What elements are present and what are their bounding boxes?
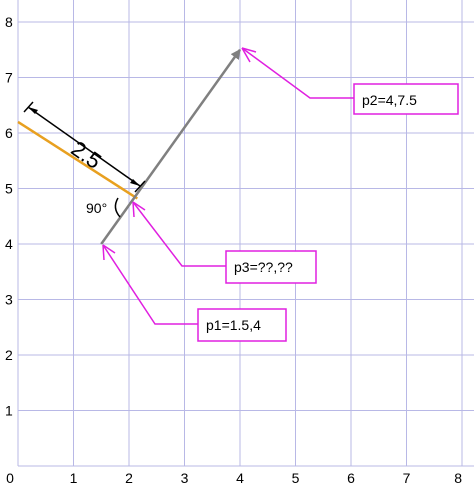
callout-p2-leader xyxy=(241,47,354,99)
vector-p1-p2 xyxy=(100,48,242,245)
y-tick-label: 7 xyxy=(5,70,13,86)
x-tick-label: 3 xyxy=(181,470,189,486)
callout-p3-text: p3=??,?? xyxy=(234,259,293,275)
dimension-line xyxy=(27,106,141,187)
y-tick-label: 4 xyxy=(5,236,13,252)
x-tick-label: 7 xyxy=(403,470,411,486)
callout-p2-arrowhead xyxy=(241,47,257,63)
y-tick-label: 6 xyxy=(5,125,13,141)
callout-p1-text: p1=1.5,4 xyxy=(206,317,261,333)
y-tick-label: 8 xyxy=(5,14,13,30)
distance-label: 2.5 xyxy=(67,136,106,174)
angle-label: 90° xyxy=(86,200,107,216)
right-angle-arc xyxy=(114,197,121,218)
tick-labels: 0 1 2 3 4 5 6 7 8 1 2 3 4 5 6 7 8 xyxy=(5,14,462,486)
y-tick-label: 3 xyxy=(5,292,13,308)
x-tick-label: 1 xyxy=(70,470,78,486)
x-tick-label: 6 xyxy=(347,470,355,486)
dimension-end-right xyxy=(134,180,146,193)
x-tick-label: 5 xyxy=(292,470,300,486)
x-tick-label: 0 xyxy=(6,470,14,486)
callout-p2: p2=4,7.5 xyxy=(241,47,459,115)
orange-segment xyxy=(17,120,139,200)
callout-p3: p3=??,?? xyxy=(132,201,317,284)
callout-p2-text: p2=4,7.5 xyxy=(362,92,417,108)
callout-p1-box xyxy=(197,308,287,342)
callout-p1-leader xyxy=(102,244,198,325)
callout-p1: p1=1.5,4 xyxy=(102,244,287,342)
dimension-arrow-right xyxy=(130,179,140,186)
dimension-end-left xyxy=(23,101,34,113)
callout-p3-leader xyxy=(132,201,226,267)
y-tick-label: 5 xyxy=(5,181,13,197)
grid xyxy=(17,0,474,467)
y-tick-label: 2 xyxy=(5,347,13,363)
callout-p3-box xyxy=(225,250,317,284)
dimension-arrow-left xyxy=(28,107,38,114)
callout-p1-arrowhead xyxy=(102,244,116,261)
x-tick-label: 2 xyxy=(125,470,133,486)
callout-p3-arrowhead xyxy=(132,201,146,218)
callout-p2-box xyxy=(353,83,459,115)
x-tick-label: 4 xyxy=(236,470,244,486)
x-tick-label: 8 xyxy=(454,470,462,486)
y-tick-label: 1 xyxy=(5,403,13,419)
distance-dimension: 2.5 xyxy=(23,101,146,193)
